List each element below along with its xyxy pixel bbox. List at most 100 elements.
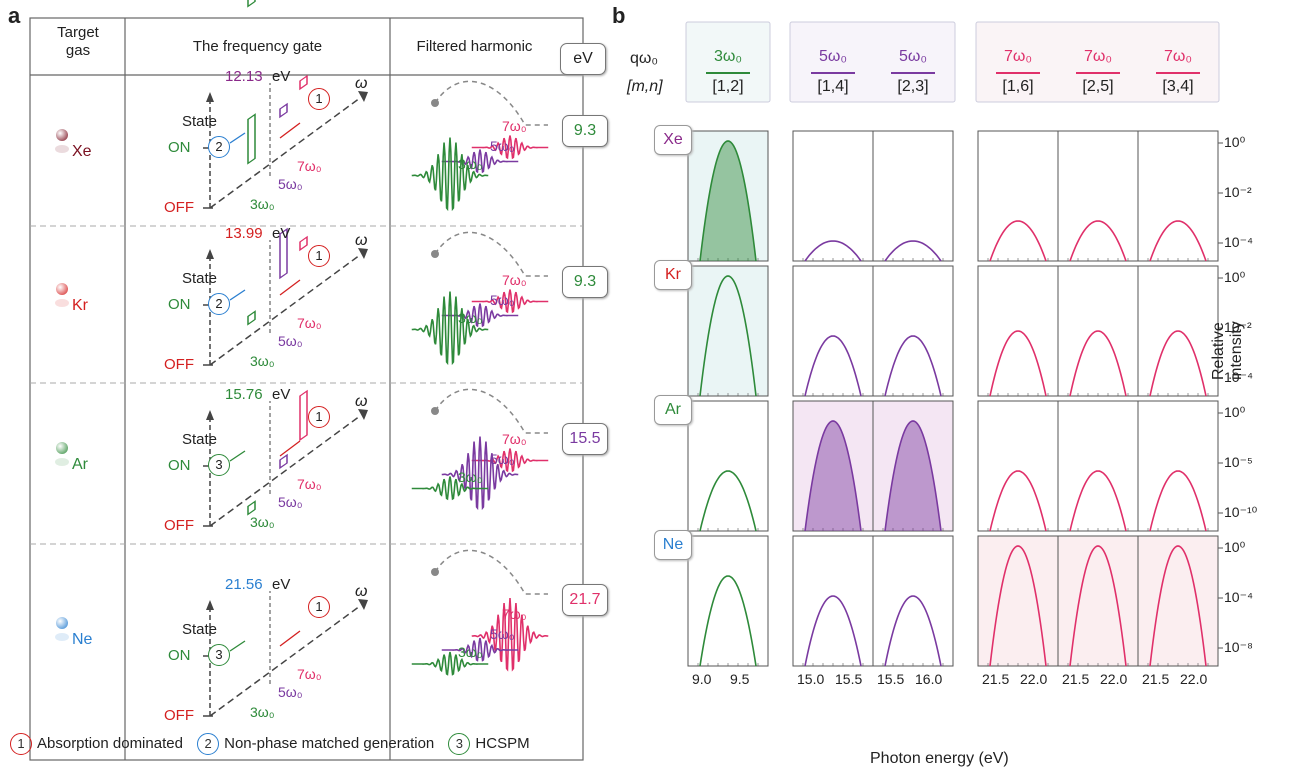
y-tick-label: 10⁻⁵ xyxy=(1224,454,1253,470)
column-mn-label: [3,4] xyxy=(1162,78,1194,95)
spectrum-curve xyxy=(989,330,1047,397)
harm-label-7w: 7ω₀ xyxy=(297,158,322,174)
spectrum-curve xyxy=(884,420,942,532)
ionization-energy: 12.13 xyxy=(225,68,263,85)
harm-label-7w: 7ω₀ xyxy=(297,666,322,682)
gas-ball-icon xyxy=(56,617,68,629)
omega-label: ω xyxy=(355,232,368,249)
y-tick-label: 10⁻⁴ xyxy=(1224,234,1253,250)
y-tick-label: 10⁰ xyxy=(1224,404,1246,420)
spectrum-curve xyxy=(1069,330,1127,397)
harm-label-5w: 5ω₀ xyxy=(278,176,303,192)
on-label: ON xyxy=(168,139,191,156)
spectrum-curve xyxy=(699,575,757,667)
ionization-energy: 15.76 xyxy=(225,386,263,403)
ionization-unit: eV xyxy=(272,386,291,403)
gas-ball-shadow-icon xyxy=(55,298,69,307)
x-tick-label: 16.0 xyxy=(915,671,943,687)
off-label: OFF xyxy=(164,707,194,724)
spectrum-fill xyxy=(885,421,941,531)
column-q-label: 3ω₀ xyxy=(713,48,743,65)
mn-label: [m,n] xyxy=(627,78,663,95)
legend-circle-2: 2 xyxy=(197,733,220,755)
x-tick-label: 9.5 xyxy=(730,671,750,687)
x-tick-label: 9.0 xyxy=(692,671,712,687)
harm-label-7w: 7ω₀ xyxy=(297,315,322,331)
spectrum-panel xyxy=(977,400,1059,532)
spectrum-panel xyxy=(792,265,874,397)
spectrum-curve xyxy=(699,470,757,532)
legend-item-3: 3 HCSPM xyxy=(448,733,530,755)
gate-mechanism-circle: 3 xyxy=(208,454,230,476)
column-q-label: 5ω₀ xyxy=(818,48,848,65)
spectrum-panel xyxy=(1137,130,1219,262)
off-label: OFF xyxy=(164,199,194,216)
spectrum-panel xyxy=(977,130,1059,262)
row-gas-label: Kr xyxy=(654,260,692,290)
filtered-ev-box: 9.3 xyxy=(562,115,608,147)
off-label: OFF xyxy=(164,517,194,534)
gate-mechanism-circle: 3 xyxy=(208,644,230,666)
column-q-underline xyxy=(891,72,935,74)
omega-label: ω xyxy=(355,75,368,92)
pulse-label-5w: 5ω₀ xyxy=(490,137,515,154)
x-axis-label: Photon energy (eV) xyxy=(870,750,1009,767)
column-mn-label: [1,6] xyxy=(1002,78,1034,95)
column-q-label: 7ω₀ xyxy=(1083,48,1113,65)
x-tick-label: 21.5 xyxy=(982,671,1010,687)
legend-text-2: Non-phase matched generation xyxy=(224,734,435,752)
harm-label-7w: 7ω₀ xyxy=(297,476,322,492)
gas-name: Ar xyxy=(72,455,88,473)
state-label: State xyxy=(182,113,218,130)
filtered-ev-box: 21.7 xyxy=(562,584,608,616)
legend: 1 Absorption dominated 2 Non-phase matched… xyxy=(10,733,610,755)
spectrum-curve xyxy=(989,220,1047,262)
header-frequency-gate: The frequency gate xyxy=(192,38,323,55)
spectrum-panel xyxy=(687,400,769,532)
gate-one-circle: 1 xyxy=(308,406,330,428)
spectrum-panel xyxy=(1057,400,1139,532)
legend-circle-3: 3 xyxy=(448,733,471,755)
gas-name: Ne xyxy=(72,631,93,648)
column-mn-label: [2,5] xyxy=(1082,78,1114,95)
x-tick-label: 15.5 xyxy=(835,671,863,687)
pulse-label-3w: 3ω₀ xyxy=(458,468,483,485)
column-mn-label: [2,3] xyxy=(897,78,929,95)
on-label: ON xyxy=(168,647,191,664)
gate-one-circle: 1 xyxy=(308,596,330,618)
spectrum-curve xyxy=(804,420,862,532)
pulse-label-3w: 3ω₀ xyxy=(458,644,483,660)
spectrum-curve xyxy=(804,595,862,667)
x-tick-label: 21.5 xyxy=(1142,671,1170,687)
x-tick-label: 22.0 xyxy=(1020,671,1048,687)
harm-label-5w: 5ω₀ xyxy=(278,684,303,700)
y-tick-label: 10⁻¹⁰ xyxy=(1224,504,1258,520)
on-label: ON xyxy=(168,296,191,313)
header-ev-box: eV xyxy=(560,43,606,75)
spectrum-panel xyxy=(792,130,874,262)
panel-a-figure xyxy=(29,0,584,761)
column-mn-label: [1,2] xyxy=(712,78,744,95)
pulse-label-7w: 7ω₀ xyxy=(502,271,527,288)
row-gas-label: Ne xyxy=(654,530,692,560)
y-tick-label: 10⁻⁴ xyxy=(1224,589,1253,605)
off-label: OFF xyxy=(164,356,194,373)
spectrum-curve xyxy=(1069,220,1127,262)
spectrum-curve xyxy=(1149,545,1207,667)
spectrum-fill xyxy=(805,421,861,531)
y-tick-label: 10⁻⁴ xyxy=(1224,369,1253,385)
spectrum-panel xyxy=(687,265,769,397)
column-q-label: 7ω₀ xyxy=(1163,48,1193,65)
gas-ball-icon xyxy=(56,282,68,295)
y-axis-label: Relative intensity xyxy=(1210,321,1245,380)
column-q-underline xyxy=(706,72,750,74)
column-q-underline xyxy=(811,72,855,74)
harm-label-3w: 3ω₀ xyxy=(250,704,275,720)
harm-label-3w: 3ω₀ xyxy=(250,353,275,369)
state-label: State xyxy=(182,431,218,448)
panel-a-label: a xyxy=(8,3,21,28)
pulse-label-7w: 7ω₀ xyxy=(502,606,527,622)
panel-b-figure xyxy=(685,21,1223,667)
gas-ball-shadow-icon xyxy=(55,457,69,466)
ionization-unit: eV xyxy=(272,225,291,242)
